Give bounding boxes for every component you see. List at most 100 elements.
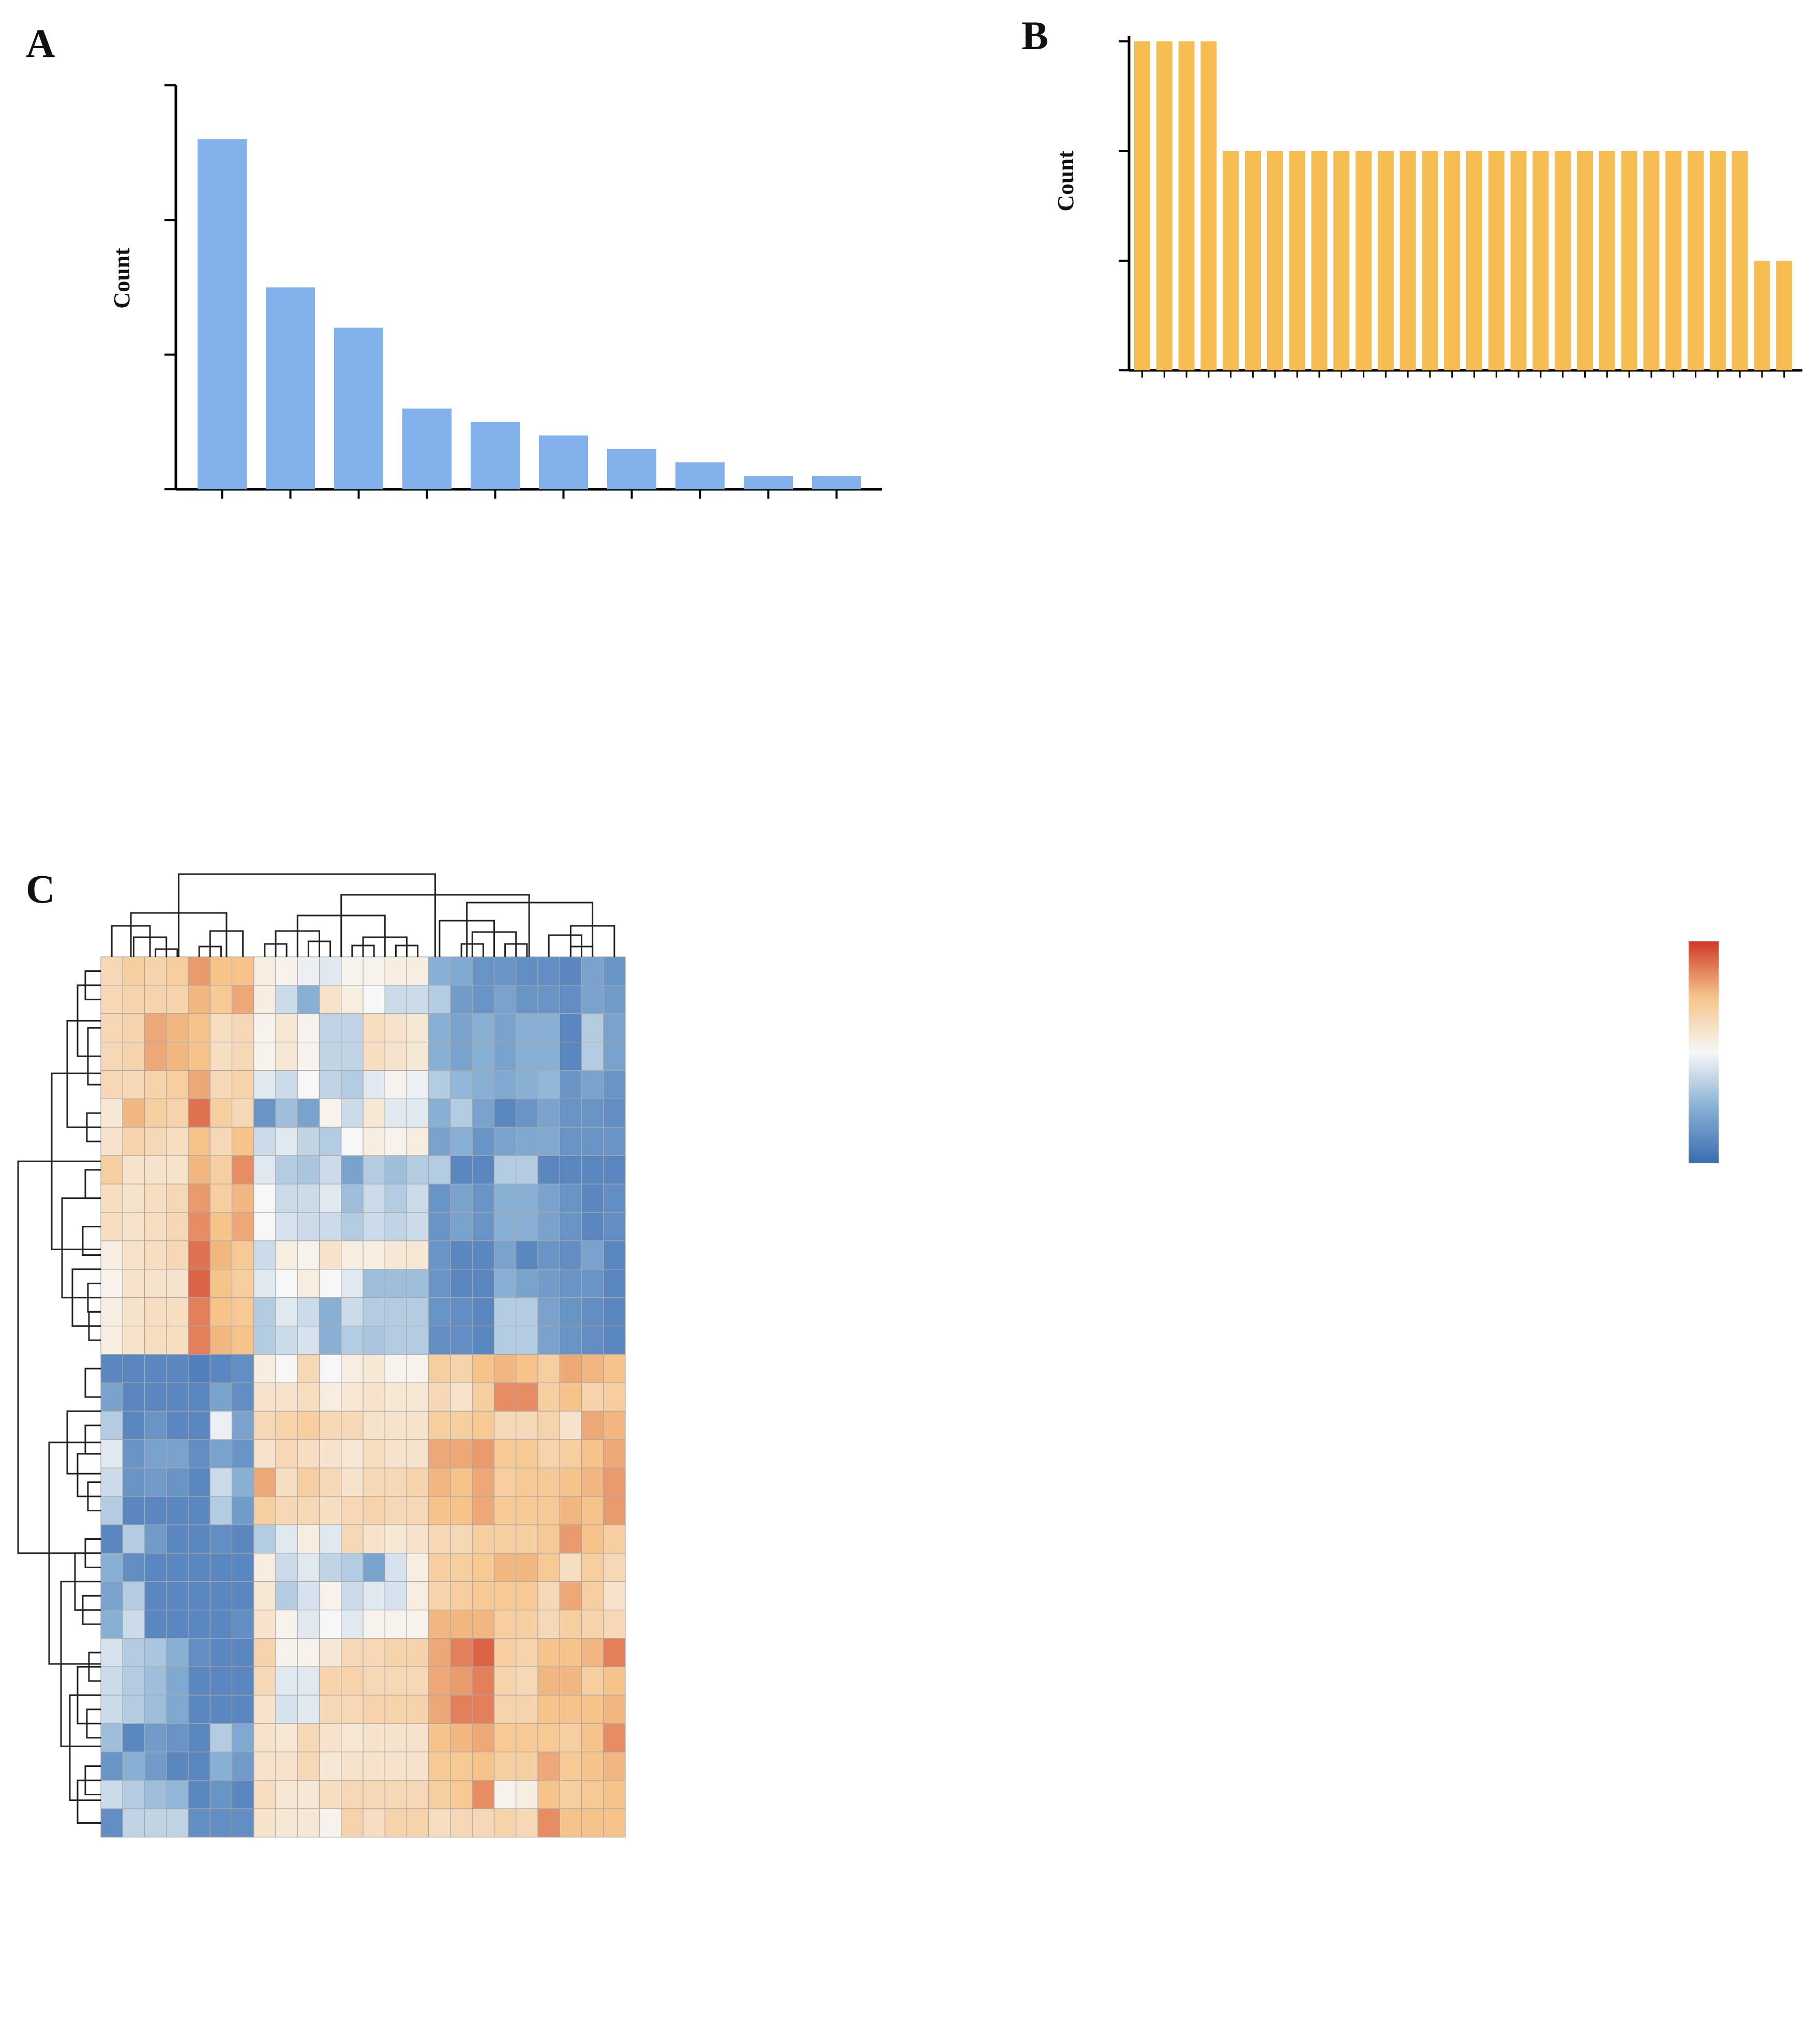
- heatmap-cell: [472, 1808, 495, 1838]
- heatmap-cell: [122, 985, 145, 1014]
- colorbar-segment: [1689, 1143, 1719, 1146]
- chart-b-bar: [1754, 261, 1770, 370]
- colorbar-segment: [1689, 1054, 1719, 1057]
- heatmap-cell: [231, 1326, 254, 1355]
- colorbar-segment: [1689, 959, 1719, 962]
- heatmap-cell: [100, 1382, 123, 1412]
- heatmap-cell: [493, 1553, 517, 1582]
- heatmap-cell: [406, 1098, 429, 1128]
- heatmap-cell: [253, 1496, 276, 1525]
- heatmap-cell: [166, 1666, 189, 1696]
- heatmap-cell: [581, 1042, 604, 1071]
- heatmap-cell: [363, 1467, 385, 1497]
- heatmap-cell: [253, 1354, 276, 1384]
- heatmap-cell: [493, 1070, 517, 1100]
- heatmap-cell: [428, 1354, 451, 1384]
- heatmap-cell: [537, 1410, 560, 1440]
- heatmap-cell: [253, 1070, 276, 1100]
- heatmap-cell: [209, 1183, 233, 1213]
- heatmap-cell: [428, 1439, 451, 1468]
- colorbar-segment: [1689, 1037, 1719, 1040]
- heatmap-cell: [384, 1155, 408, 1184]
- heatmap-cell: [406, 1694, 429, 1724]
- colorbar-segment: [1689, 1014, 1719, 1017]
- heatmap-cell: [384, 1183, 408, 1213]
- heatmap-cell: [384, 956, 408, 986]
- colorbar-segment: [1689, 1087, 1719, 1090]
- chart-b-bar: [1377, 151, 1394, 370]
- heatmap-cell: [231, 1354, 254, 1384]
- heatmap-cell: [231, 1439, 254, 1468]
- heatmap-cell: [188, 956, 210, 986]
- heatmap-cell: [144, 1581, 167, 1611]
- heatmap-cell: [209, 1581, 233, 1611]
- heatmap-cell: [428, 1694, 451, 1724]
- heatmap-cell: [384, 1496, 408, 1525]
- heatmap-cell: [603, 1410, 626, 1440]
- heatmap-cell: [406, 1297, 429, 1327]
- colorbar-segment: [1689, 987, 1719, 991]
- heatmap-cell: [209, 1524, 233, 1554]
- heatmap-cell: [209, 1808, 233, 1838]
- chart-a-bar: [744, 475, 793, 489]
- heatmap-cell: [144, 1439, 167, 1468]
- heatmap-cell: [406, 1382, 429, 1412]
- heatmap-cell: [363, 1553, 385, 1582]
- heatmap-cell: [297, 1638, 320, 1668]
- heatmap-cell: [384, 1212, 408, 1241]
- heatmap-cell: [406, 1269, 429, 1298]
- heatmap-cell: [341, 1723, 364, 1752]
- chart-b-bar: [1532, 151, 1549, 370]
- colorbar-segment: [1689, 1025, 1719, 1028]
- heatmap-cell: [144, 1467, 167, 1497]
- heatmap-cell: [493, 1723, 517, 1752]
- heatmap-cell: [319, 1326, 342, 1355]
- panel-label-c: C: [26, 866, 55, 911]
- heatmap-cell: [472, 1524, 495, 1554]
- heatmap-cell: [363, 1042, 385, 1071]
- heatmap-cell: [319, 1127, 342, 1156]
- heatmap-cell: [537, 1212, 560, 1241]
- colorbar-segment: [1689, 1070, 1719, 1073]
- heatmap-cell: [231, 1467, 254, 1497]
- heatmap-cell: [100, 1610, 123, 1639]
- heatmap-cell: [603, 1524, 626, 1554]
- heatmap-cell: [450, 1496, 473, 1525]
- chart-c: [17, 873, 1719, 1838]
- heatmap-cell: [581, 1297, 604, 1327]
- colorbar-segment: [1689, 952, 1719, 955]
- heatmap-cell: [166, 1354, 189, 1384]
- heatmap-cell: [363, 1326, 385, 1355]
- heatmap-cell: [384, 1780, 408, 1809]
- heatmap-cell: [122, 1127, 145, 1156]
- heatmap-cell: [122, 1751, 145, 1781]
- heatmap-cell: [406, 1439, 429, 1468]
- heatmap-cell: [122, 1723, 145, 1752]
- heatmap-cell: [493, 1183, 517, 1213]
- heatmap-cell: [581, 1098, 604, 1128]
- colorbar-segment: [1689, 972, 1719, 975]
- heatmap-cell: [188, 1581, 210, 1611]
- heatmap-cell: [209, 1212, 233, 1241]
- heatmap-cell: [537, 1638, 560, 1668]
- heatmap-cell: [166, 1808, 189, 1838]
- heatmap-cell: [603, 1467, 626, 1497]
- heatmap-cell: [559, 1553, 582, 1582]
- heatmap-cell: [516, 1382, 538, 1412]
- colorbar-segment: [1689, 1120, 1719, 1123]
- heatmap-cell: [297, 1382, 320, 1412]
- heatmap-cell: [384, 1013, 408, 1043]
- heatmap-cell: [428, 1808, 451, 1838]
- heatmap-cell: [516, 1155, 538, 1184]
- heatmap-cell: [581, 1808, 604, 1838]
- heatmap-cell: [122, 1666, 145, 1696]
- heatmap-cell: [559, 1439, 582, 1468]
- heatmap-cell: [275, 1382, 298, 1412]
- heatmap-cell: [363, 1269, 385, 1298]
- heatmap-cell: [253, 1780, 276, 1809]
- heatmap-cell: [516, 1070, 538, 1100]
- heatmap-cell: [275, 1240, 298, 1270]
- heatmap-cell: [537, 1610, 560, 1639]
- heatmap-cell: [406, 1610, 429, 1639]
- heatmap-cell: [297, 1354, 320, 1384]
